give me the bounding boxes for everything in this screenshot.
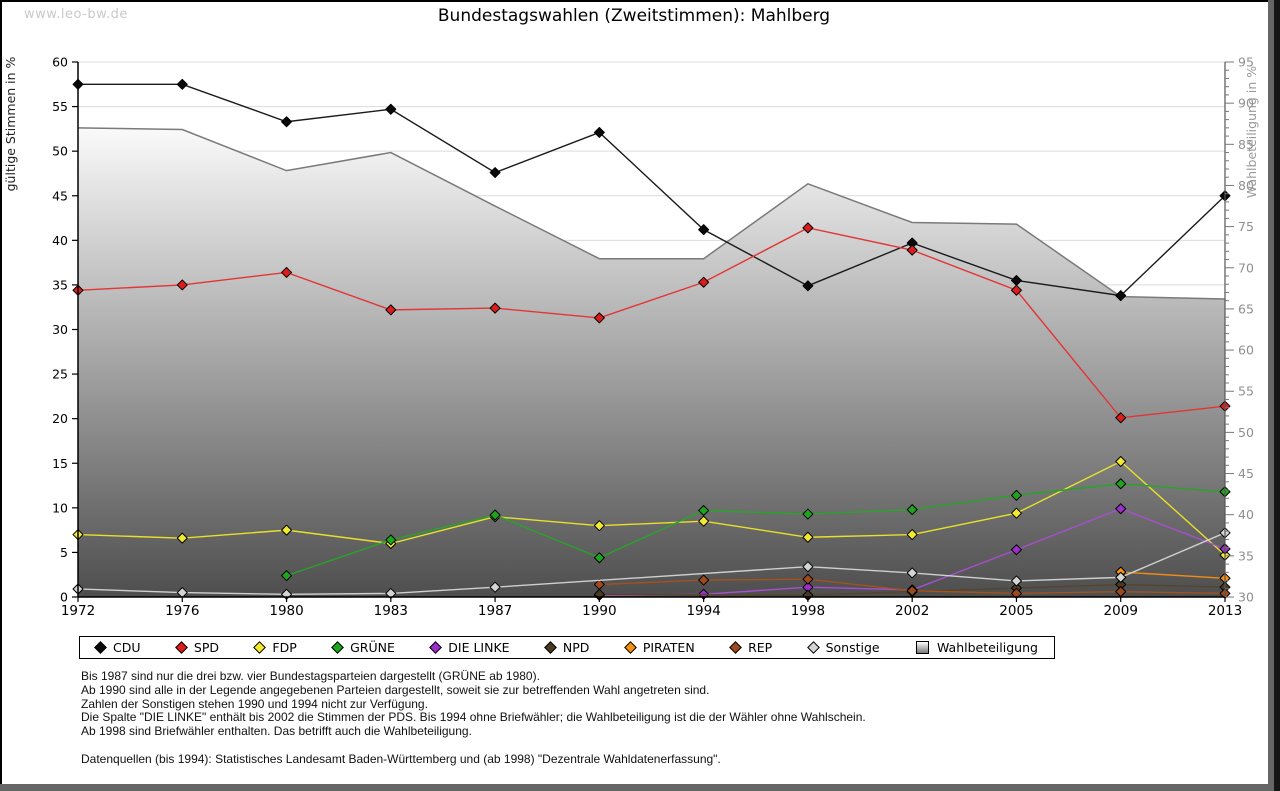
- legend-label: Sonstige: [825, 640, 880, 655]
- svg-text:75: 75: [1238, 219, 1254, 234]
- x-tick-1990: 1990: [582, 603, 616, 619]
- x-tick-1987: 1987: [478, 603, 512, 619]
- footnote-line-7: Datenquellen (bis 1994): Statistisches L…: [81, 751, 721, 766]
- right-axis-label: Wahlbeteiligung in %: [1244, 66, 1259, 198]
- x-tick-2002: 2002: [895, 603, 929, 619]
- legend-label: SPD: [193, 640, 219, 655]
- svg-text:50: 50: [52, 144, 68, 159]
- legend-item-fdp: FDP: [253, 640, 297, 655]
- legend-item-cdu: CDU: [94, 640, 141, 655]
- svg-text:95: 95: [1238, 55, 1254, 70]
- svg-text:20: 20: [52, 411, 68, 426]
- svg-text:0: 0: [60, 590, 68, 605]
- svg-text:30: 30: [52, 322, 68, 337]
- series-grüne: [281, 478, 1231, 582]
- site-watermark: www.leo-bw.de: [24, 7, 128, 22]
- footnote-line-4: Die Spalte "DIE LINKE" enthält bis 2002 …: [81, 710, 866, 725]
- legend-label: REP: [748, 640, 773, 655]
- left-axis-label: gültige Stimmen in %: [3, 56, 18, 191]
- svg-text:25: 25: [52, 367, 68, 382]
- svg-text:45: 45: [1238, 466, 1254, 481]
- svg-text:50: 50: [1238, 425, 1254, 440]
- window-right-border: [1274, 0, 1280, 791]
- series-marker-icon: [806, 641, 820, 654]
- axes: 0 5 10 15 20 25 30 35 40 45 50 55 60 30 35 40 45 50 55 60 65…: [3, 55, 1259, 620]
- x-tick-2009: 2009: [1104, 603, 1138, 619]
- legend-item-npd: NPD: [544, 640, 590, 655]
- svg-text:85: 85: [1238, 137, 1254, 152]
- x-tick-1998: 1998: [791, 603, 825, 619]
- chart-footnotes: Bis 1987 sind nur die drei bzw. vier Bun…: [81, 669, 866, 767]
- svg-text:65: 65: [1238, 301, 1254, 316]
- svg-text:60: 60: [52, 55, 68, 70]
- svg-text:45: 45: [52, 188, 68, 203]
- legend-label: DIE LINKE: [448, 640, 510, 655]
- series-marker-icon: [175, 641, 188, 654]
- series-marker-icon: [253, 641, 267, 654]
- svg-text:10: 10: [52, 500, 68, 515]
- footnote-line-3: Zahlen der Sonstigen stehen 1990 und 199…: [81, 696, 428, 711]
- legend-item-sonstige: Sonstige: [806, 640, 880, 655]
- series-cdu: [72, 78, 1231, 302]
- svg-text:40: 40: [52, 233, 68, 248]
- legend-item-spd: SPD: [175, 640, 219, 655]
- legend-label: NPD: [562, 640, 590, 655]
- legend-item-wahlbeteiligung: Wahlbeteiligung: [915, 640, 1038, 655]
- x-tick-1983: 1983: [374, 603, 408, 619]
- chart-legend: CDU SPD FDP GRÜNE DIE LINKE NPD PIRATEN REP Sons…: [79, 636, 1055, 659]
- x-tick-2005: 2005: [999, 603, 1033, 619]
- footnote-line-1: Bis 1987 sind nur die drei bzw. vier Bun…: [81, 669, 540, 683]
- series-marker-icon: [94, 641, 107, 654]
- svg-text:80: 80: [1238, 178, 1254, 193]
- svg-text:5: 5: [60, 545, 68, 560]
- svg-text:35: 35: [1238, 548, 1254, 563]
- svg-text:55: 55: [52, 99, 68, 114]
- legend-item-grüne: GRÜNE: [331, 640, 395, 655]
- x-tick-1994: 1994: [686, 603, 720, 619]
- x-tick-1980: 1980: [269, 603, 303, 619]
- turnout-swatch-icon: [915, 641, 929, 654]
- legend-label: PIRATEN: [642, 640, 695, 655]
- footnote-line-5: Ab 1998 sind Briefwähler enthalten. Das …: [81, 724, 472, 739]
- page-title: Bundestagswahlen (Zweitstimmen): Mahlber…: [437, 6, 831, 26]
- svg-text:30: 30: [1238, 590, 1254, 605]
- x-tick-2013: 2013: [1208, 603, 1242, 619]
- series-marker-icon: [429, 641, 443, 654]
- series-marker-icon: [544, 641, 557, 654]
- legend-label: CDU: [113, 640, 141, 655]
- legend-label: Wahlbeteiligung: [936, 640, 1038, 655]
- legend-item-rep: REP: [729, 640, 773, 655]
- series-marker-icon: [729, 641, 742, 654]
- legend-item-piraten: PIRATEN: [623, 640, 695, 655]
- svg-text:40: 40: [1238, 507, 1254, 522]
- legend-label: GRÜNE: [350, 640, 395, 655]
- footnote-line-6: [81, 739, 866, 753]
- legend-item-die-linke: DIE LINKE: [429, 640, 510, 655]
- series-marker-icon: [623, 641, 637, 654]
- series-rep: [593, 573, 1231, 599]
- footnote-line-2: Ab 1990 sind alle in der Legende angegeb…: [81, 682, 710, 697]
- x-tick-1976: 1976: [165, 603, 199, 619]
- turnout-area: [77, 127, 1226, 597]
- svg-text:60: 60: [1238, 343, 1254, 358]
- svg-text:15: 15: [52, 456, 68, 471]
- svg-text:90: 90: [1238, 96, 1254, 111]
- svg-text:35: 35: [52, 277, 68, 292]
- svg-text:55: 55: [1238, 384, 1254, 399]
- election-line-chart: 0 5 10 15 20 25 30 35 40 45 50 55 60 30 35 40 45 50 55 60 65…: [3, 55, 1259, 620]
- x-tick-1972: 1972: [61, 603, 95, 619]
- legend-label: FDP: [272, 640, 297, 655]
- series-marker-icon: [331, 641, 344, 654]
- svg-text:70: 70: [1238, 260, 1254, 275]
